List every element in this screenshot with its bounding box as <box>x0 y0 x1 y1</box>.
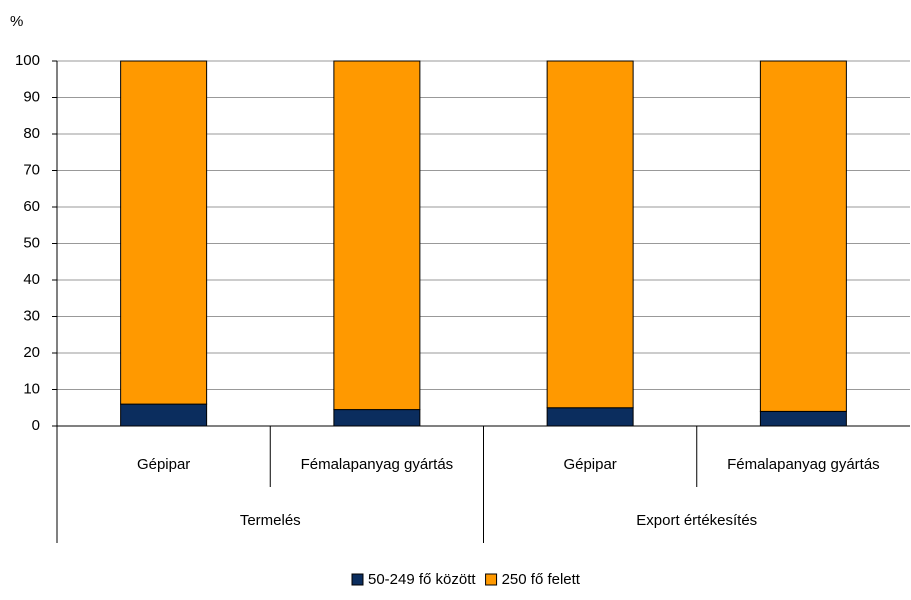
group-label: Export értékesítés <box>636 512 757 529</box>
y-tick-label: 20 <box>23 344 40 361</box>
bar-segment <box>333 60 421 411</box>
bar-segment <box>120 60 208 405</box>
group-label: Termelés <box>240 512 301 529</box>
y-tick-label: 80 <box>23 125 40 142</box>
bar-segment <box>546 60 634 409</box>
y-tick-label: 30 <box>23 307 40 324</box>
legend-swatch <box>351 573 364 586</box>
y-tick-label: 40 <box>23 271 40 288</box>
y-tick-label: 100 <box>15 52 40 69</box>
legend-swatch <box>485 573 498 586</box>
y-tick-label: 90 <box>23 88 40 105</box>
y-tick-label: 60 <box>23 198 40 215</box>
bar-segment <box>120 403 208 427</box>
bar-segment <box>546 407 634 427</box>
x-tick-label: Fémalapanyag gyártás <box>727 456 880 473</box>
x-tick-label: Gépipar <box>137 456 190 473</box>
x-tick-label: Gépipar <box>563 456 616 473</box>
legend-label: 250 fő felett <box>502 571 581 588</box>
y-axis-label: % <box>10 13 23 30</box>
bar-segment <box>759 410 847 427</box>
bar-segment <box>333 409 421 427</box>
y-tick-label: 70 <box>23 161 40 178</box>
y-tick-label: 0 <box>32 417 40 434</box>
y-tick-label: 10 <box>23 380 40 397</box>
x-tick-label: Fémalapanyag gyártás <box>301 456 454 473</box>
legend-label: 50-249 fő között <box>368 571 476 588</box>
y-tick-label: 50 <box>23 234 40 251</box>
bar-segment <box>759 60 847 412</box>
